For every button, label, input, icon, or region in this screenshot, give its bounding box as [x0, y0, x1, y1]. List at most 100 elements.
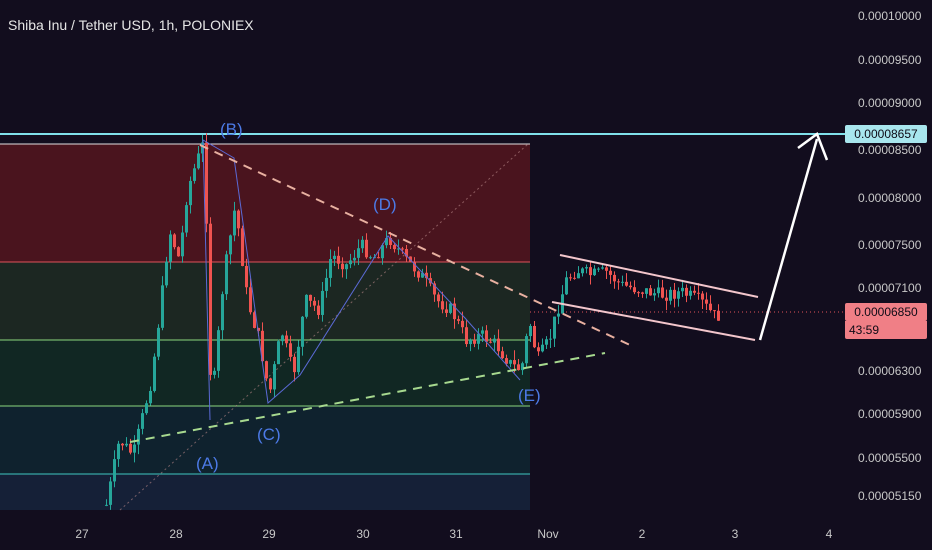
candle: [169, 234, 172, 262]
candle: [537, 347, 540, 352]
candle: [293, 356, 296, 373]
fib-zone-5: [0, 474, 530, 510]
time-tick: 28: [169, 527, 183, 541]
candle: [681, 287, 684, 292]
candle: [321, 290, 324, 315]
candle: [621, 281, 624, 283]
candle: [393, 245, 396, 250]
candle: [221, 294, 224, 331]
candle: [357, 248, 360, 258]
candle: [517, 364, 520, 371]
candle: [329, 259, 332, 278]
candle: [161, 285, 164, 328]
price-tick: 0.00005500: [858, 451, 922, 465]
candle: [501, 351, 504, 359]
candle: [281, 335, 284, 342]
candle: [213, 370, 216, 375]
candle: [361, 239, 364, 249]
candle: [289, 343, 292, 357]
candle: [569, 277, 572, 279]
fib-lines: [0, 143, 530, 475]
candle: [141, 413, 144, 429]
candle: [641, 292, 644, 294]
candle: [325, 277, 328, 291]
time-tick: 31: [449, 527, 463, 541]
fib-diagonal: [119, 143, 529, 511]
candle: [217, 330, 220, 371]
candle: [485, 330, 488, 342]
time-tick: 4: [826, 527, 833, 541]
candle: [233, 210, 236, 236]
time-tick: 2: [639, 527, 646, 541]
key-level-price-tag: 0.00008657: [845, 125, 927, 143]
candle: [529, 325, 532, 337]
candle: [565, 277, 568, 295]
candle: [265, 361, 268, 379]
time-tick: Nov: [537, 527, 558, 541]
candle: [317, 305, 320, 315]
candle: [605, 267, 608, 271]
candle: [133, 444, 136, 453]
candle: [581, 268, 584, 274]
candle: [477, 333, 480, 344]
candle: [181, 232, 184, 257]
candle: [249, 287, 252, 313]
price-tick: 0.00006300: [858, 364, 922, 378]
price-axis[interactable]: 0.00010000 0.00009500 0.00009000 0.00008…: [858, 9, 922, 503]
candle: [705, 299, 708, 304]
wave-label-a: (A): [196, 454, 219, 473]
candle: [709, 303, 712, 311]
candle: [693, 290, 696, 293]
candle: [165, 261, 168, 286]
candle: [697, 292, 700, 294]
candle: [525, 336, 528, 364]
candle: [273, 364, 276, 390]
fib-zones: [0, 144, 530, 510]
candle: [649, 288, 652, 296]
candle: [365, 239, 368, 258]
candle: [717, 310, 720, 321]
candle: [137, 428, 140, 445]
candle: [657, 287, 660, 294]
candle: [465, 327, 468, 345]
candle: [701, 293, 704, 300]
candle: [113, 459, 116, 482]
candle: [345, 264, 348, 270]
candle: [689, 290, 692, 296]
candle: [713, 310, 716, 312]
candle: [661, 287, 664, 298]
candle: [397, 248, 400, 250]
candle: [545, 339, 548, 345]
candle: [173, 234, 176, 248]
candle: [633, 287, 636, 293]
time-axis[interactable]: 27 28 29 30 31 Nov 2 3 4: [75, 527, 832, 541]
candle: [449, 303, 452, 313]
candle: [425, 272, 428, 279]
candle: [225, 254, 228, 295]
candle: [461, 320, 464, 328]
candle: [253, 312, 256, 328]
candle: [245, 265, 248, 288]
candle: [301, 316, 304, 347]
wave-path: [202, 139, 521, 421]
candle: [469, 339, 472, 345]
channel-lower: [551, 301, 756, 341]
candle: [129, 443, 132, 453]
candle: [413, 261, 416, 272]
fib-zone-2: [0, 262, 530, 340]
candle: [409, 256, 412, 262]
candle: [441, 301, 444, 310]
candle: [201, 142, 204, 154]
time-tick: 3: [732, 527, 739, 541]
lower-trendline: [129, 352, 606, 443]
candle: [541, 344, 544, 352]
time-tick: 27: [75, 527, 89, 541]
candle: [609, 270, 612, 275]
candle: [401, 248, 404, 250]
candle: [389, 238, 392, 246]
wave-labels: (A) (B) (C) (D) (E): [196, 120, 541, 473]
candle: [653, 293, 656, 296]
candle: [521, 363, 524, 371]
candle: [673, 289, 676, 299]
